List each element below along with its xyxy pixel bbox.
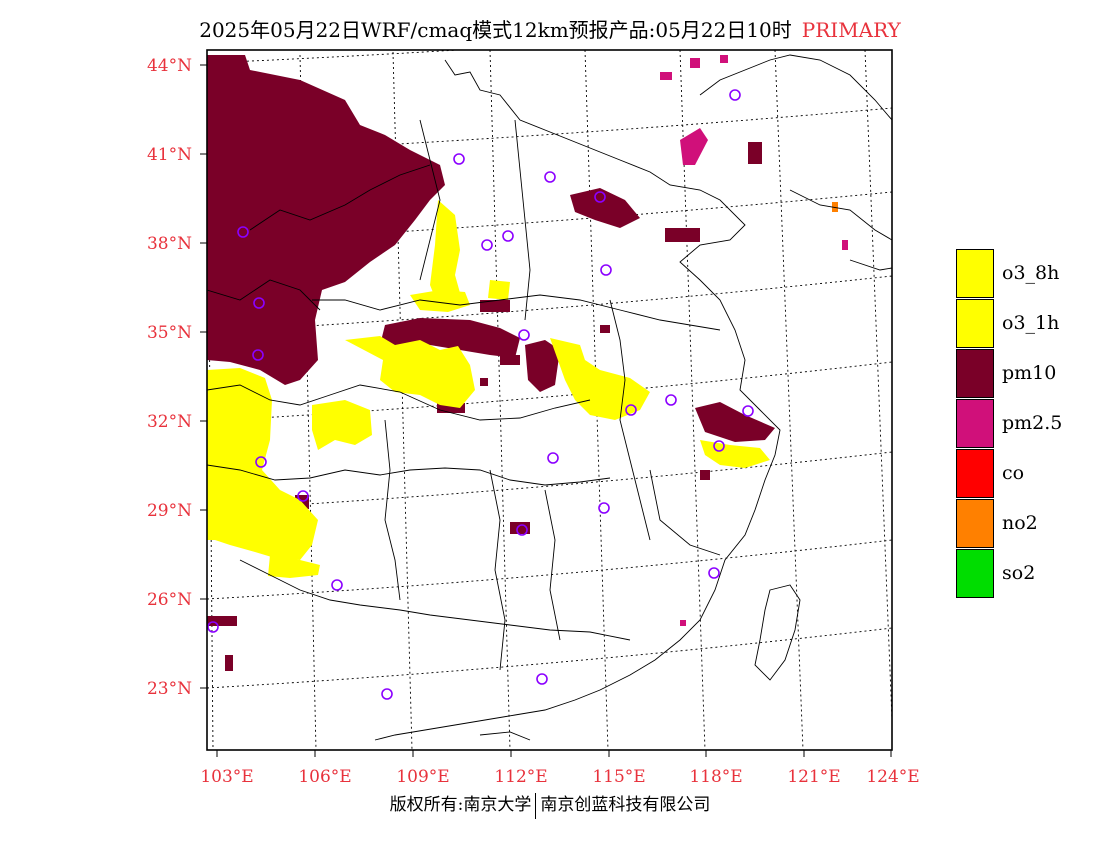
legend-swatch bbox=[956, 499, 994, 548]
legend-swatch bbox=[956, 249, 994, 298]
legend-label: o3_1h bbox=[1002, 312, 1060, 334]
lat-label: 35°N bbox=[147, 323, 192, 343]
copyright-separator bbox=[535, 792, 537, 819]
lat-label: 38°N bbox=[147, 234, 192, 254]
legend-label: no2 bbox=[1002, 512, 1038, 534]
lon-label: 121°E bbox=[787, 767, 840, 787]
legend-label: co bbox=[1002, 462, 1025, 484]
no2-region bbox=[832, 202, 838, 212]
copyright: 版权所有:南京大学 南京创蓝科技有限公司 bbox=[0, 790, 1100, 819]
boundaries bbox=[207, 54, 892, 741]
pm25-regions bbox=[660, 55, 848, 626]
legend-label: o3_8h bbox=[1002, 262, 1060, 284]
title-main: 2025年05月22日WRF/cmaq模式12km预报产品:05月22日10时 bbox=[199, 18, 792, 42]
lat-labels: 44°N 41°N 38°N 35°N 32°N 29°N 26°N 23°N bbox=[147, 56, 192, 699]
pollutant-legend: o3_8h o3_1h pm10 pm2.5 co no2 so2 bbox=[956, 249, 1086, 599]
legend-item-pm2-5: pm2.5 bbox=[956, 399, 1086, 449]
lon-labels: 103°E 106°E 109°E 112°E 115°E 118°E 121°… bbox=[200, 767, 919, 787]
lon-label: 103°E bbox=[200, 767, 253, 787]
lon-label: 118°E bbox=[689, 767, 742, 787]
lat-label: 44°N bbox=[147, 56, 192, 76]
lon-label: 112°E bbox=[494, 767, 547, 787]
lon-label: 115°E bbox=[592, 767, 645, 787]
legend-item-co: co bbox=[956, 449, 1086, 499]
lat-label: 23°N bbox=[147, 679, 192, 699]
legend-item-so2: so2 bbox=[956, 549, 1086, 599]
lat-label: 41°N bbox=[147, 145, 192, 165]
lat-label: 32°N bbox=[147, 412, 192, 432]
o3-regions bbox=[207, 200, 770, 578]
legend-label: so2 bbox=[1002, 562, 1036, 584]
legend-swatch bbox=[956, 299, 994, 348]
legend-item-no2: no2 bbox=[956, 499, 1086, 549]
legend-swatch bbox=[956, 549, 994, 598]
lat-label: 29°N bbox=[147, 501, 192, 521]
lat-label: 26°N bbox=[147, 590, 192, 610]
title-primary-tag: PRIMARY bbox=[801, 18, 901, 42]
map-frame bbox=[206, 49, 893, 751]
pm10-regions bbox=[207, 55, 775, 671]
legend-label: pm2.5 bbox=[1002, 412, 1063, 434]
legend-item-o3-8h: o3_8h bbox=[956, 249, 1086, 299]
legend-swatch bbox=[956, 349, 994, 398]
lon-label: 109°E bbox=[396, 767, 449, 787]
lon-label: 124°E bbox=[866, 767, 919, 787]
map-title: 2025年05月22日WRF/cmaq模式12km预报产品:05月22日10时 P… bbox=[0, 14, 1100, 43]
legend-swatch bbox=[956, 399, 994, 448]
lon-label: 106°E bbox=[298, 767, 351, 787]
axis-ticks bbox=[200, 64, 892, 757]
copyright-right: 南京创蓝科技有限公司 bbox=[540, 795, 711, 815]
copyright-left: 版权所有:南京大学 bbox=[389, 795, 532, 815]
legend-item-pm10: pm10 bbox=[956, 349, 1086, 399]
map-content bbox=[207, 50, 892, 750]
station-markers bbox=[207, 89, 754, 700]
legend-item-o3-1h: o3_1h bbox=[956, 299, 1086, 349]
legend-label: pm10 bbox=[1002, 362, 1057, 384]
legend-swatch bbox=[956, 449, 994, 498]
